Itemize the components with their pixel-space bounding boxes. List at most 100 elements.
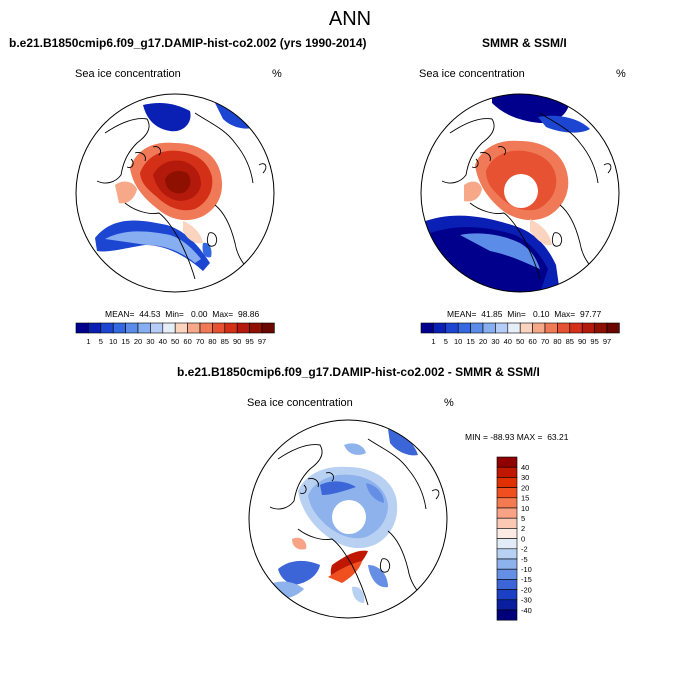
model-colorbar-label: 1 <box>86 337 90 346</box>
model-colorbar-box <box>137 322 151 334</box>
obs-colorbar-label: 95 <box>590 337 598 346</box>
model-coastlines <box>96 112 267 280</box>
model-colorbar-label: 15 <box>121 337 129 346</box>
obs-colorbar-box <box>433 322 447 334</box>
obs-stats: MEAN= 41.85 Min= 0.10 Max= 97.77 <box>447 309 602 319</box>
diff-colorbar-label: 30 <box>521 473 529 482</box>
diff-colorbar-box <box>496 487 518 499</box>
model-colorbar-box <box>187 322 201 334</box>
model-colorbar-label: 80 <box>208 337 216 346</box>
model-colorbar-label: 90 <box>233 337 241 346</box>
obs-colorbar-label: 80 <box>553 337 561 346</box>
diff-colorbar-box <box>496 558 518 570</box>
diff-stats: MIN = -88.93 MAX = 63.21 <box>465 432 569 442</box>
model-colorbar-label: 85 <box>221 337 229 346</box>
obs-colorbar-box <box>557 322 571 334</box>
diff-polar-map <box>248 419 448 619</box>
model-colorbar-label: 5 <box>99 337 103 346</box>
obs-variable-label: Sea ice concentration <box>419 68 525 80</box>
obs-colorbar-box <box>507 322 521 334</box>
obs-colorbar-box <box>457 322 471 334</box>
model-colorbar-box <box>162 322 176 334</box>
map-border <box>248 419 448 619</box>
obs-colorbar-label: 10 <box>454 337 462 346</box>
model-colorbar: 1 5 10 15 20 30 40 50 60 70 80 85 90 95 97 <box>75 322 275 346</box>
diff-colorbar-label: 10 <box>521 504 529 513</box>
diff-colorbar-box <box>496 466 518 478</box>
model-colorbar-boxes <box>75 322 275 334</box>
model-colorbar-box <box>224 322 238 334</box>
obs-colorbar-box <box>581 322 595 334</box>
diff-colorbar-box <box>496 609 518 621</box>
diff-colorbar-boxes <box>496 456 518 621</box>
diff-colorbar-box <box>496 456 518 468</box>
diff-colorbar-box <box>496 497 518 509</box>
diff-colorbar-box <box>496 477 518 488</box>
model-colorbar-labels: 1 5 10 15 20 30 40 50 60 70 80 85 90 95 97 <box>86 337 266 346</box>
diff-colorbar-label: 5 <box>521 514 525 523</box>
model-colorbar-box <box>174 322 188 334</box>
diff-colorbar-label: -5 <box>521 555 528 564</box>
map-border <box>420 93 620 293</box>
model-colorbar-label: 10 <box>109 337 117 346</box>
diff-colorbar-label: -10 <box>521 565 532 574</box>
model-colorbar-box <box>125 322 139 334</box>
diff-colorbar-label: 20 <box>521 483 529 492</box>
diff-colorbar-box <box>496 538 518 550</box>
diff-colorbar-label: -40 <box>521 606 532 615</box>
obs-colorbar-boxes <box>420 322 620 334</box>
model-colorbar-box <box>88 322 102 334</box>
model-colorbar-box <box>100 322 114 334</box>
diff-colorbar-label: 2 <box>521 524 525 533</box>
diff-colorbar-box <box>496 548 518 560</box>
model-colorbar-label: 97 <box>258 337 266 346</box>
obs-colorbar-box <box>606 322 620 334</box>
obs-colorbar-label: 70 <box>541 337 549 346</box>
model-units-label: % <box>272 68 282 80</box>
obs-polar-map <box>420 93 620 293</box>
diff-colorbar-box <box>496 589 518 601</box>
model-variable-label: Sea ice concentration <box>75 68 181 80</box>
model-colorbar-box <box>75 322 89 334</box>
obs-colorbar-box <box>445 322 459 334</box>
model-colorbar-box <box>112 322 126 334</box>
obs-colorbar-box <box>544 322 558 334</box>
obs-colorbar-box <box>420 322 434 334</box>
obs-colorbar-label: 60 <box>528 337 536 346</box>
obs-colorbar-label: 85 <box>566 337 574 346</box>
diff-colorbar-label: 15 <box>521 494 529 503</box>
obs-colorbar: 1 5 10 15 20 30 40 50 60 70 80 85 90 95 97 <box>420 322 620 346</box>
diff-units-label: % <box>444 397 454 409</box>
model-stats: MEAN= 44.53 Min= 0.00 Max= 98.86 <box>105 309 260 319</box>
model-polar-map <box>75 93 275 293</box>
obs-colorbar-label: 97 <box>603 337 611 346</box>
obs-colorbar-label: 5 <box>444 337 448 346</box>
diff-colorbar-box <box>496 599 518 611</box>
model-colorbar-label: 60 <box>183 337 191 346</box>
model-colorbar-box <box>212 322 226 334</box>
obs-colorbar-label: 15 <box>466 337 474 346</box>
diff-colorbar-box <box>496 568 518 580</box>
diff-colorbar-label: -30 <box>521 596 532 605</box>
obs-colorbar-label: 50 <box>516 337 524 346</box>
diff-colorbar-box <box>496 528 518 539</box>
diff-colorbar-box <box>496 579 518 590</box>
obs-colorbar-box <box>519 322 533 334</box>
model-colorbar-label: 95 <box>245 337 253 346</box>
diff-colorbar-label: 0 <box>521 534 525 543</box>
model-colorbar-box <box>236 322 250 334</box>
obs-colorbar-label: 90 <box>578 337 586 346</box>
diff-panel-title: b.e21.B1850cmip6.f09_g17.DAMIP-hist-co2.… <box>177 365 540 379</box>
obs-colorbar-label: 1 <box>431 337 435 346</box>
obs-colorbar-label: 20 <box>479 337 487 346</box>
obs-colorbar-box <box>482 322 496 334</box>
obs-colorbar-label: 30 <box>491 337 499 346</box>
obs-colorbar-labels: 1 5 10 15 20 30 40 50 60 70 80 85 90 95 97 <box>431 337 611 346</box>
obs-colorbar-box <box>594 322 608 334</box>
model-colorbar-label: 20 <box>134 337 142 346</box>
model-colorbar-label: 30 <box>146 337 154 346</box>
diff-colorbar-label: -2 <box>521 545 528 554</box>
